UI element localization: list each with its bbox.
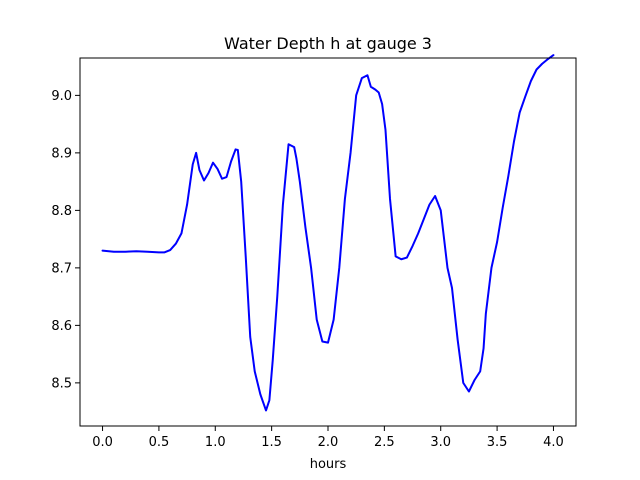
chart-title: Water Depth h at gauge 3 [224, 34, 432, 53]
y-axis: 8.5 8.6 8.7 8.8 8.9 9.0 [51, 89, 80, 391]
x-tick-label: 1.5 [261, 435, 282, 450]
x-tick-label: 0.5 [149, 435, 170, 450]
x-axis: 0.0 0.5 1.0 1.5 2.0 2.5 3.0 3.5 4.0 [92, 426, 564, 450]
series-line-water-depth [101, 54, 555, 412]
x-tick-label: 4.0 [543, 435, 564, 450]
x-tick-label: 3.0 [430, 435, 451, 450]
y-tick-label: 8.8 [51, 204, 72, 219]
y-tick-label: 8.5 [51, 376, 72, 391]
x-tick-label: 2.0 [318, 435, 339, 450]
x-tick-label: 0.0 [92, 435, 113, 450]
y-tick-label: 8.9 [51, 146, 72, 161]
axes-frame [79, 57, 577, 427]
x-tick-label: 2.5 [374, 435, 395, 450]
x-axis-label: hours [310, 457, 347, 472]
x-tick-label: 3.5 [487, 435, 508, 450]
y-tick-label: 8.6 [51, 319, 72, 334]
y-tick-label: 8.7 [51, 261, 72, 276]
y-tick-label: 9.0 [51, 89, 72, 104]
x-tick-label: 1.0 [205, 435, 226, 450]
